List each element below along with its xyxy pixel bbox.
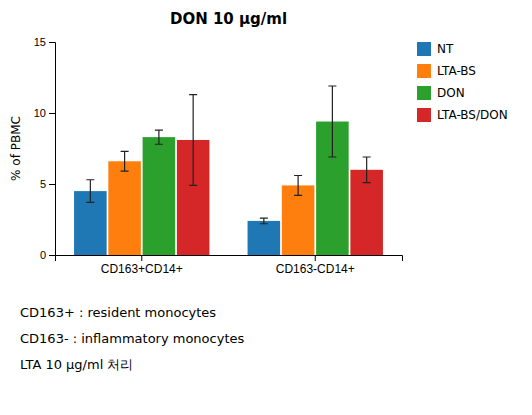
legend-swatch — [417, 42, 431, 56]
x-tick-label: CD163+CD14+ — [101, 262, 183, 276]
legend-item: LTA-BS — [417, 64, 476, 79]
error-bar — [363, 157, 371, 183]
y-axis-title: % of PBMC — [9, 116, 23, 181]
y-tick-mark — [49, 113, 55, 114]
y-tick: 15 — [34, 36, 55, 48]
annotation: CD163+ : resident monocytes — [20, 305, 216, 320]
x-tick: CD163-CD14+ — [276, 255, 355, 276]
legend-label: LTA-BS/DON — [437, 108, 508, 122]
x-tick: CD163+CD14+ — [101, 255, 183, 276]
marks — [74, 86, 383, 255]
y-tick-mark — [49, 42, 55, 43]
x-tick-mark — [141, 255, 142, 261]
bar — [108, 161, 141, 255]
chart: 0 5 10 15 CD163+CD14+ CD163-CD14+ % of PBMC DON… — [0, 0, 532, 415]
x-axis: CD163+CD14+ CD163-CD14+ — [56, 255, 403, 276]
y-tick-label: 10 — [34, 107, 46, 119]
series — [143, 86, 349, 255]
series — [108, 151, 314, 255]
legend-item: LTA-BS/DON — [417, 108, 508, 123]
legend: NT LTA-BS DON LTA-BS/DON — [417, 42, 508, 123]
legend-item: DON — [417, 86, 465, 101]
y-tick-label: 0 — [40, 249, 46, 261]
legend-label: DON — [437, 86, 465, 100]
error-bar — [328, 86, 336, 157]
plot-area: 0 5 10 15 CD163+CD14+ CD163-CD14+ — [34, 36, 403, 276]
series — [177, 95, 383, 255]
y-tick-label: 5 — [40, 178, 46, 190]
legend-label: LTA-BS — [437, 64, 476, 78]
error-bar — [155, 130, 163, 144]
bar — [143, 137, 176, 255]
y-axis: 0 5 10 15 — [34, 36, 56, 261]
legend-swatch — [417, 86, 431, 100]
y-tick: 10 — [34, 107, 55, 119]
bar — [248, 221, 281, 255]
y-tick-mark — [49, 255, 55, 256]
legend-swatch — [417, 108, 431, 122]
y-tick: 5 — [40, 178, 55, 190]
error-bar — [189, 95, 197, 186]
annotations: CD163+ : resident monocytes CD163- : infl… — [20, 305, 245, 372]
y-tick-mark — [49, 184, 55, 185]
legend-item: NT — [417, 42, 454, 57]
error-bar — [260, 218, 268, 224]
title: DON 10 μg/ml — [170, 10, 287, 28]
x-tick-label: CD163-CD14+ — [276, 262, 355, 276]
legend-swatch — [417, 64, 431, 78]
y-tick: 0 — [40, 249, 55, 261]
error-bar — [294, 175, 302, 195]
x-tick-mark — [315, 255, 316, 261]
annotation: CD163- : inflammatory monocytes — [20, 331, 245, 346]
annotation: LTA 10 μg/ml 처리 — [20, 357, 133, 372]
y-tick-label: 15 — [34, 36, 46, 48]
y-axis-line — [49, 43, 56, 256]
error-bar — [86, 180, 94, 203]
error-bar — [121, 151, 129, 171]
x-axis-line — [56, 256, 403, 262]
legend-label: NT — [437, 42, 454, 56]
